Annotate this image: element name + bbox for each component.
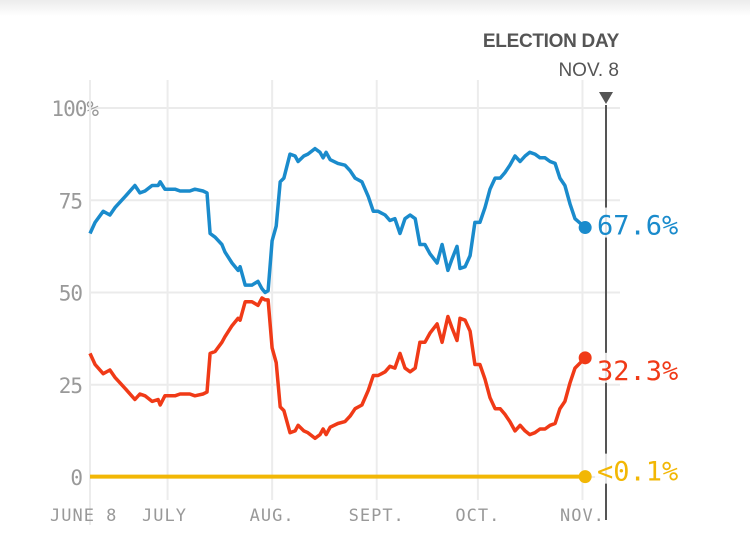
x-tick-label: OCT.	[455, 506, 500, 526]
top-shadow	[0, 0, 750, 16]
x-tick-label: JULY	[142, 506, 187, 526]
series-line-blue	[88, 146, 587, 295]
election-day-date: NOV. 8	[558, 60, 619, 81]
x-tick-label: JUNE 8	[50, 506, 117, 526]
election-day-title: ELECTION DAY	[482, 31, 619, 52]
y-tick-label: 0	[70, 466, 82, 490]
series-final-label-yellow: <0.1%	[597, 457, 678, 488]
series-end-dot-blue	[578, 221, 592, 235]
series-final-label-blue: 67.6%	[597, 211, 678, 242]
label-backdrop	[595, 207, 693, 238]
y-tick-label: 50	[59, 282, 83, 306]
x-tick-label: AUG.	[250, 506, 295, 526]
series-final-label-red: 32.3%	[597, 356, 678, 387]
series-end-dot-yellow	[578, 470, 592, 484]
x-tick-label: NOV.	[560, 506, 605, 526]
x-tick-label: SEPT.	[349, 506, 405, 526]
label-backdrop	[595, 352, 693, 383]
series-line-red	[88, 296, 587, 441]
label-backdrop	[595, 453, 693, 484]
y-tick-label: 25	[59, 374, 82, 398]
election-day-marker-icon	[599, 92, 613, 104]
y-tick-label: 75	[59, 189, 82, 213]
series-end-dot-red	[578, 351, 592, 365]
y-tick-label: 100%	[51, 97, 99, 121]
